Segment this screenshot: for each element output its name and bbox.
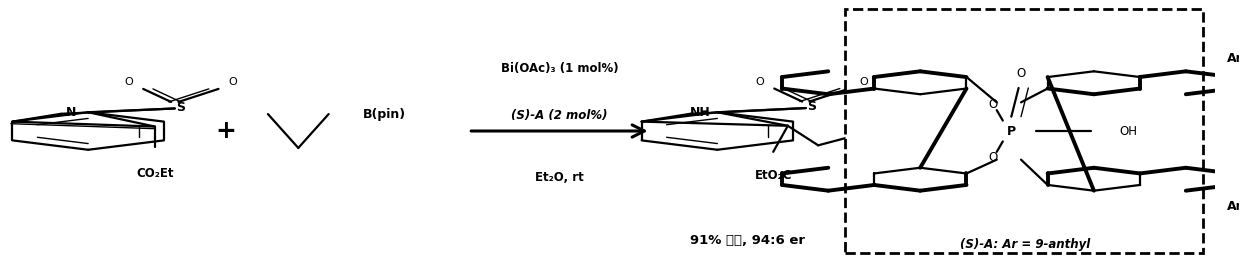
FancyBboxPatch shape bbox=[845, 8, 1203, 254]
Text: O: O bbox=[124, 77, 133, 88]
Text: +: + bbox=[216, 119, 235, 143]
Text: NH: NH bbox=[690, 106, 710, 119]
Text: EtO₂C: EtO₂C bbox=[755, 169, 792, 182]
Text: Bi(OAc)₃ (1 mol%): Bi(OAc)₃ (1 mol%) bbox=[501, 62, 618, 75]
Text: S: S bbox=[176, 101, 186, 114]
Text: 91% 产率, 94:6 er: 91% 产率, 94:6 er bbox=[690, 234, 805, 247]
Text: (S)-A: Ar = 9-anthyl: (S)-A: Ar = 9-anthyl bbox=[959, 238, 1090, 251]
Text: O: O bbox=[860, 77, 869, 87]
Text: O: O bbox=[989, 151, 997, 163]
Text: Ar: Ar bbox=[1227, 52, 1239, 64]
Text: B(pin): B(pin) bbox=[363, 108, 406, 121]
Text: Et₂O, rt: Et₂O, rt bbox=[535, 171, 584, 184]
Text: O: O bbox=[229, 77, 238, 88]
Text: N: N bbox=[66, 106, 76, 119]
Text: CO₂Et: CO₂Et bbox=[136, 167, 173, 180]
Text: Ar: Ar bbox=[1227, 200, 1239, 213]
Text: (S)-A (2 mol%): (S)-A (2 mol%) bbox=[512, 109, 607, 122]
Text: S: S bbox=[808, 100, 817, 113]
Text: OH: OH bbox=[1119, 124, 1137, 138]
Text: P: P bbox=[1007, 124, 1016, 138]
Text: O: O bbox=[1016, 67, 1026, 80]
Text: O: O bbox=[989, 99, 997, 111]
Text: O: O bbox=[756, 77, 764, 87]
